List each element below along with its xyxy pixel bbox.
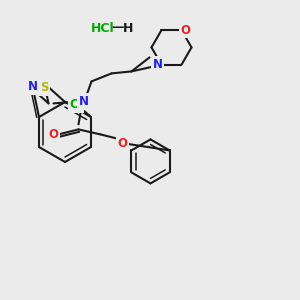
Text: —: —: [112, 22, 124, 34]
Text: N: N: [28, 80, 38, 93]
Text: O: O: [49, 128, 58, 141]
Text: S: S: [40, 81, 48, 94]
Text: HCl: HCl: [91, 22, 115, 34]
Text: N: N: [79, 95, 88, 108]
Text: O: O: [118, 137, 128, 150]
Text: N: N: [152, 58, 163, 71]
Text: Cl: Cl: [70, 98, 83, 112]
Text: H: H: [123, 22, 133, 34]
Text: O: O: [181, 24, 190, 37]
